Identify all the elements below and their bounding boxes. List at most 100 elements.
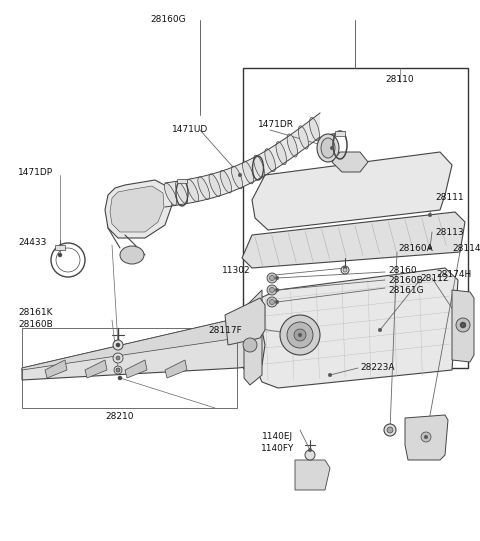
Text: 28160: 28160 — [388, 266, 417, 275]
Text: 28160B: 28160B — [388, 276, 423, 285]
Polygon shape — [165, 360, 187, 378]
Circle shape — [267, 285, 277, 295]
Polygon shape — [252, 268, 458, 388]
Ellipse shape — [298, 126, 309, 149]
Circle shape — [275, 300, 279, 304]
Polygon shape — [242, 212, 465, 268]
Circle shape — [267, 273, 277, 283]
Circle shape — [116, 343, 120, 347]
Polygon shape — [22, 320, 262, 370]
Polygon shape — [125, 360, 147, 378]
Polygon shape — [45, 360, 67, 378]
Circle shape — [275, 288, 279, 292]
Text: 1471UD: 1471UD — [172, 125, 208, 134]
Circle shape — [343, 268, 347, 272]
Circle shape — [275, 276, 279, 280]
Text: 28160B: 28160B — [18, 320, 53, 329]
Ellipse shape — [164, 183, 177, 205]
Circle shape — [238, 173, 242, 177]
Ellipse shape — [120, 246, 144, 264]
Polygon shape — [165, 113, 320, 207]
Circle shape — [113, 340, 123, 350]
Circle shape — [269, 300, 275, 305]
Circle shape — [305, 450, 315, 460]
Circle shape — [308, 448, 312, 452]
Ellipse shape — [265, 149, 276, 171]
Polygon shape — [252, 152, 452, 230]
Polygon shape — [22, 320, 265, 380]
Circle shape — [269, 275, 275, 280]
Text: 28160A: 28160A — [398, 244, 433, 253]
Circle shape — [294, 329, 306, 341]
Circle shape — [387, 427, 393, 433]
Text: 28113: 28113 — [435, 228, 464, 237]
Polygon shape — [332, 152, 368, 172]
Circle shape — [267, 297, 277, 307]
Ellipse shape — [321, 138, 335, 158]
Text: 28161K: 28161K — [18, 308, 52, 317]
Circle shape — [421, 432, 431, 442]
Circle shape — [428, 246, 432, 250]
Polygon shape — [405, 415, 448, 460]
Circle shape — [456, 318, 470, 332]
Circle shape — [341, 266, 349, 274]
Circle shape — [269, 287, 275, 293]
Ellipse shape — [253, 155, 264, 178]
Text: 28160G: 28160G — [150, 15, 186, 24]
Ellipse shape — [242, 161, 253, 184]
Circle shape — [116, 368, 120, 372]
Polygon shape — [452, 290, 474, 362]
Bar — [22, 328, 237, 408]
Text: 1471DP: 1471DP — [18, 168, 53, 177]
Ellipse shape — [176, 181, 188, 203]
Text: 28210: 28210 — [106, 412, 134, 421]
Ellipse shape — [198, 177, 210, 199]
Ellipse shape — [231, 166, 242, 189]
Circle shape — [378, 328, 382, 332]
Circle shape — [243, 338, 257, 352]
Circle shape — [428, 213, 432, 217]
Text: 11302: 11302 — [222, 266, 251, 275]
Circle shape — [330, 146, 334, 150]
Polygon shape — [244, 290, 262, 385]
Circle shape — [116, 368, 120, 372]
Text: 28174H: 28174H — [436, 270, 471, 279]
Polygon shape — [110, 186, 164, 232]
Bar — [243, 68, 468, 368]
Circle shape — [460, 322, 466, 328]
Text: 28117F: 28117F — [208, 326, 242, 335]
Text: 28110: 28110 — [386, 75, 414, 84]
Text: 28114C: 28114C — [452, 244, 480, 253]
Text: 1471DR: 1471DR — [258, 120, 294, 129]
Polygon shape — [105, 180, 172, 238]
Ellipse shape — [220, 170, 231, 193]
Circle shape — [58, 253, 62, 257]
Ellipse shape — [310, 117, 320, 141]
Text: 28161G: 28161G — [388, 286, 424, 295]
Ellipse shape — [317, 134, 339, 162]
Circle shape — [388, 428, 392, 432]
Circle shape — [298, 333, 302, 337]
Polygon shape — [85, 360, 107, 378]
Circle shape — [116, 356, 120, 360]
Text: 28112: 28112 — [420, 274, 448, 283]
Polygon shape — [335, 131, 345, 136]
Circle shape — [287, 322, 313, 348]
Ellipse shape — [287, 134, 298, 157]
Circle shape — [384, 424, 396, 436]
Text: 28223A: 28223A — [360, 363, 395, 372]
Ellipse shape — [187, 179, 199, 202]
Circle shape — [113, 353, 123, 363]
Polygon shape — [225, 298, 265, 345]
Circle shape — [114, 366, 122, 374]
Text: 1140EJ: 1140EJ — [263, 432, 294, 441]
Ellipse shape — [209, 174, 221, 196]
Polygon shape — [55, 245, 65, 250]
Text: 28111: 28111 — [435, 193, 464, 202]
Text: 1140FY: 1140FY — [261, 444, 295, 453]
Text: 24433: 24433 — [18, 238, 47, 247]
Circle shape — [280, 315, 320, 355]
Circle shape — [118, 376, 122, 380]
Ellipse shape — [276, 142, 287, 164]
Circle shape — [343, 266, 347, 270]
